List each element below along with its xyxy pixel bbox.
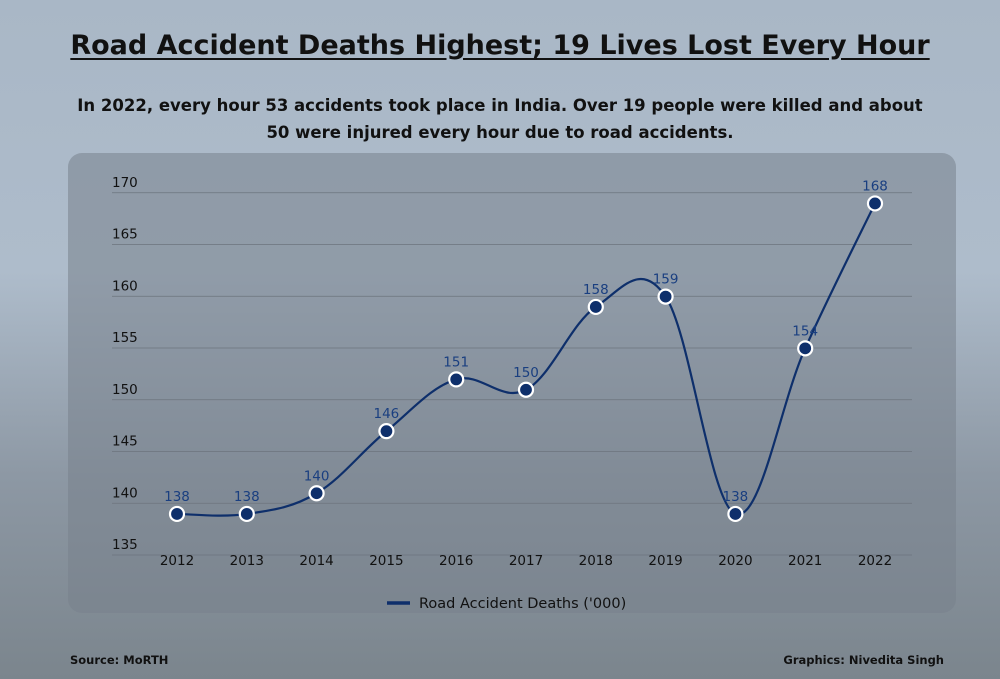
data-label: 159 [653,272,679,288]
data-point [517,381,535,398]
data-point [797,340,814,357]
x-tick-label: 2020 [718,553,752,569]
data-point [727,505,744,523]
data-label: 158 [583,282,609,298]
y-tick-label: 160 [112,278,138,294]
data-label: 150 [513,365,539,381]
x-tick-label: 2017 [509,553,543,569]
y-tick-label: 135 [112,537,138,553]
x-tick-label: 2019 [648,553,682,569]
y-tick-label: 145 [112,434,138,450]
x-tick-label: 2013 [230,553,264,569]
data-point [238,505,255,523]
data-label: 168 [862,178,888,194]
data-label: 138 [234,489,260,505]
chart-panel [68,153,956,613]
graphics-credit: Graphics: Nivedita Singh [783,653,944,667]
y-tick-label: 140 [112,485,138,501]
source-note: Source: MoRTH [70,653,169,667]
data-point [587,298,604,316]
x-tick-label: 2012 [160,553,194,569]
x-tick-label: 2018 [579,553,613,569]
chart-title: Road Accident Deaths Highest; 19 Lives L… [70,30,930,61]
data-point [866,195,884,212]
data-point [448,371,465,388]
data-point [308,485,325,502]
legend-label: Road Accident Deaths ('000) [419,596,626,612]
y-tick-label: 155 [112,330,138,346]
y-tick-label: 170 [112,175,138,191]
x-tick-label: 2016 [439,553,473,569]
y-tick-label: 150 [112,382,138,398]
data-label: 140 [304,468,330,484]
y-tick-label: 165 [112,227,138,243]
x-tick-label: 2014 [299,553,333,569]
x-tick-label: 2021 [788,553,822,569]
data-point [378,423,395,440]
data-label: 154 [792,323,818,339]
data-label: 146 [374,406,400,422]
chart-subtitle: In 2022, every hour 53 accidents took pl… [77,96,923,142]
data-label: 138 [723,489,749,505]
data-point [168,505,186,523]
x-tick-label: 2022 [858,553,892,569]
x-tick-label: 2015 [369,553,403,569]
data-label: 151 [443,354,469,370]
series-line [176,202,876,517]
data-point [657,288,674,305]
data-label: 138 [164,489,190,505]
